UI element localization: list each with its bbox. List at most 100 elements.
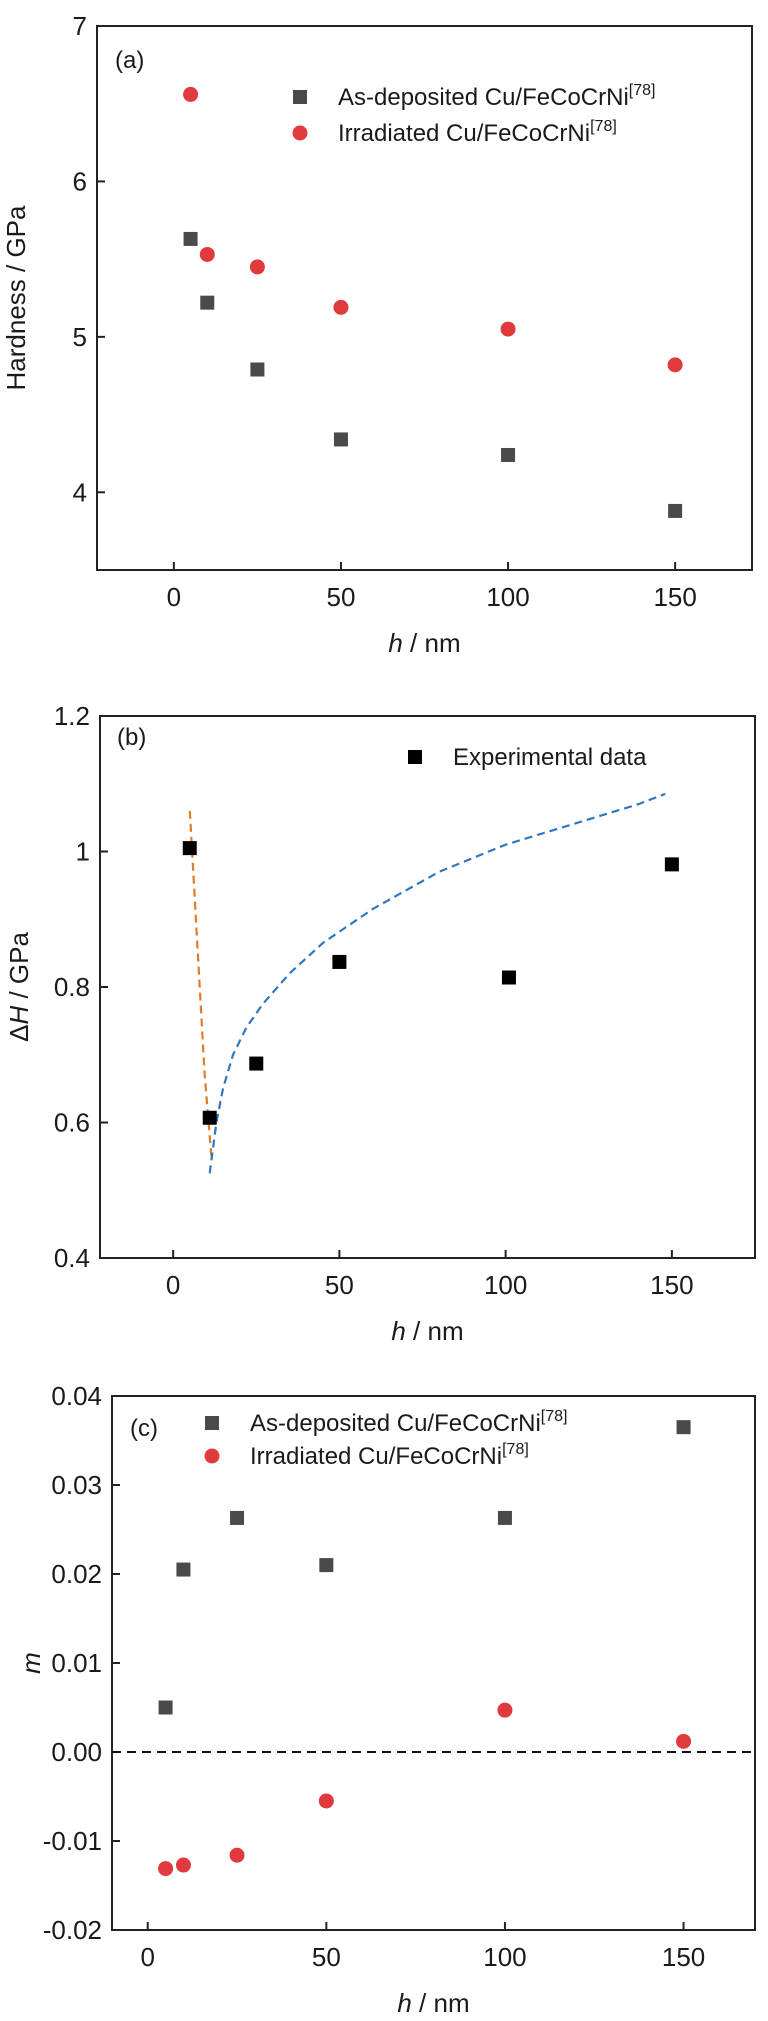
y-tick-label: 0.4 [54,1243,90,1273]
legend-label-ref: [78] [590,118,617,135]
chart-panel-1: 0 50 100 150 4 5 6 7 h / nm Hardness / GPa (a) As-d… [1,11,753,658]
data-point-square [249,1056,264,1071]
x-tick-label: 0 [140,1942,154,1972]
y-tick-label: 0.6 [54,1108,90,1138]
legend-label-text: As-deposited Cu/FeCoCrNi [338,84,629,111]
legend-label-text: Irradiated Cu/FeCoCrNi [338,120,590,147]
legend-marker [293,90,307,104]
x-axis-label: h / nm [388,628,460,658]
y-tick-label: 0.00 [51,1737,102,1767]
legend-label-ref: [78] [541,1408,568,1425]
data-point-square [319,1558,334,1573]
legend-marker [292,125,308,141]
legend-label: As-deposited Cu/FeCoCrNi[78] [250,1408,567,1437]
data-point-circle [333,299,349,315]
y-tick-label: 1 [76,837,90,867]
x-axis-label-var: h [397,1988,411,2018]
y-tick-label: 0.03 [51,1470,102,1500]
data-point-circle [175,1857,191,1873]
data-point-square [176,1562,191,1577]
data-point-square [158,1700,173,1715]
data-point-circle [667,357,683,373]
x-tick-label: 50 [326,582,355,612]
y-tick-label: 6 [73,166,87,196]
legend-label-ref: [78] [502,1441,529,1458]
y-axis-label-var: m [16,1652,46,1674]
data-point-square [668,503,683,518]
y-axis-label: ΔH / GPa [4,932,34,1042]
data-point-circle [229,1847,245,1863]
data-point-square [332,954,347,969]
data-point-circle [199,246,215,262]
legend-label-text: Irradiated Cu/FeCoCrNi [250,1443,502,1470]
y-axis-label-var: H [4,1006,34,1025]
legend-label: Irradiated Cu/FeCoCrNi[78] [338,118,617,147]
y-tick-label: 5 [73,322,87,352]
legend-marker [205,1416,219,1430]
x-tick-label: 150 [662,1942,705,1972]
x-axis-label-unit: / nm [403,628,461,658]
data-point-square [676,1420,691,1435]
data-point-square [202,1110,217,1125]
x-axis-label-var: h [391,1316,405,1346]
panel-label: (b) [117,724,146,751]
x-axis-label-unit: / nm [412,1988,470,2018]
y-tick-label: 1.2 [54,701,90,731]
x-tick-label: 150 [653,582,696,612]
x-tick-label: 50 [325,1270,354,1300]
panel-label: (c) [130,1415,158,1442]
data-point-square [501,447,516,462]
legend-marker [204,1448,220,1464]
data-point-square [333,432,348,447]
data-point-circle [249,259,265,275]
y-axis-label-unit: / GPa [4,932,34,1006]
y-axis-label: m [16,1652,46,1674]
y-tick-label: 0.04 [51,1381,102,1411]
x-axis-label: h / nm [397,1988,469,2018]
y-tick-label: -0.01 [43,1826,102,1856]
fit-curve-1 [188,810,213,1157]
data-point-circle [183,86,199,102]
x-tick-label: 100 [483,1942,526,1972]
x-axis-label-unit: / nm [406,1316,464,1346]
plot-frame [96,25,753,571]
legend-label: Experimental data [453,744,647,771]
y-axis-label: Hardness / GPa [1,205,31,391]
data-point-square [200,295,215,310]
x-tick-label: 100 [486,582,529,612]
x-axis-label-var: h [388,628,402,658]
y-tick-label: 0.02 [51,1559,102,1589]
y-tick-label: 7 [73,11,87,41]
x-axis-label: h / nm [391,1316,463,1346]
legend-label-text: As-deposited Cu/FeCoCrNi [250,1410,541,1437]
data-point-square [664,857,679,872]
data-point-circle [676,1733,692,1749]
legend-label-ref: [78] [629,82,656,99]
data-point-square [230,1510,245,1525]
legend-label: Irradiated Cu/FeCoCrNi[78] [250,1441,529,1470]
y-tick-label: 4 [73,477,87,507]
x-tick-label: 100 [484,1270,527,1300]
data-point-circle [497,1702,513,1718]
data-point-square [182,841,197,856]
y-axis-label-prefix: Δ [4,1025,34,1042]
panel-label: (a) [115,47,144,74]
fit-curve-2 [208,792,666,1174]
y-tick-label: -0.02 [43,1915,102,1945]
legend-label: As-deposited Cu/FeCoCrNi[78] [338,82,655,111]
x-tick-label: 50 [312,1942,341,1972]
chart-panel-2: 0 50 100 150 0.4 0.6 0.8 1 1.2 h / nm ΔH / GPa (b) E… [4,701,756,1346]
data-point-circle [318,1793,334,1809]
y-tick-label: 0.8 [54,972,90,1002]
x-tick-label: 0 [166,1270,180,1300]
legend-marker [408,750,422,764]
x-tick-label: 0 [167,582,181,612]
data-point-square [250,362,265,377]
data-point-square [497,1510,512,1525]
data-point-square [501,970,516,985]
data-point-circle [500,321,516,337]
data-point-circle [158,1861,174,1877]
data-point-square [183,231,198,246]
